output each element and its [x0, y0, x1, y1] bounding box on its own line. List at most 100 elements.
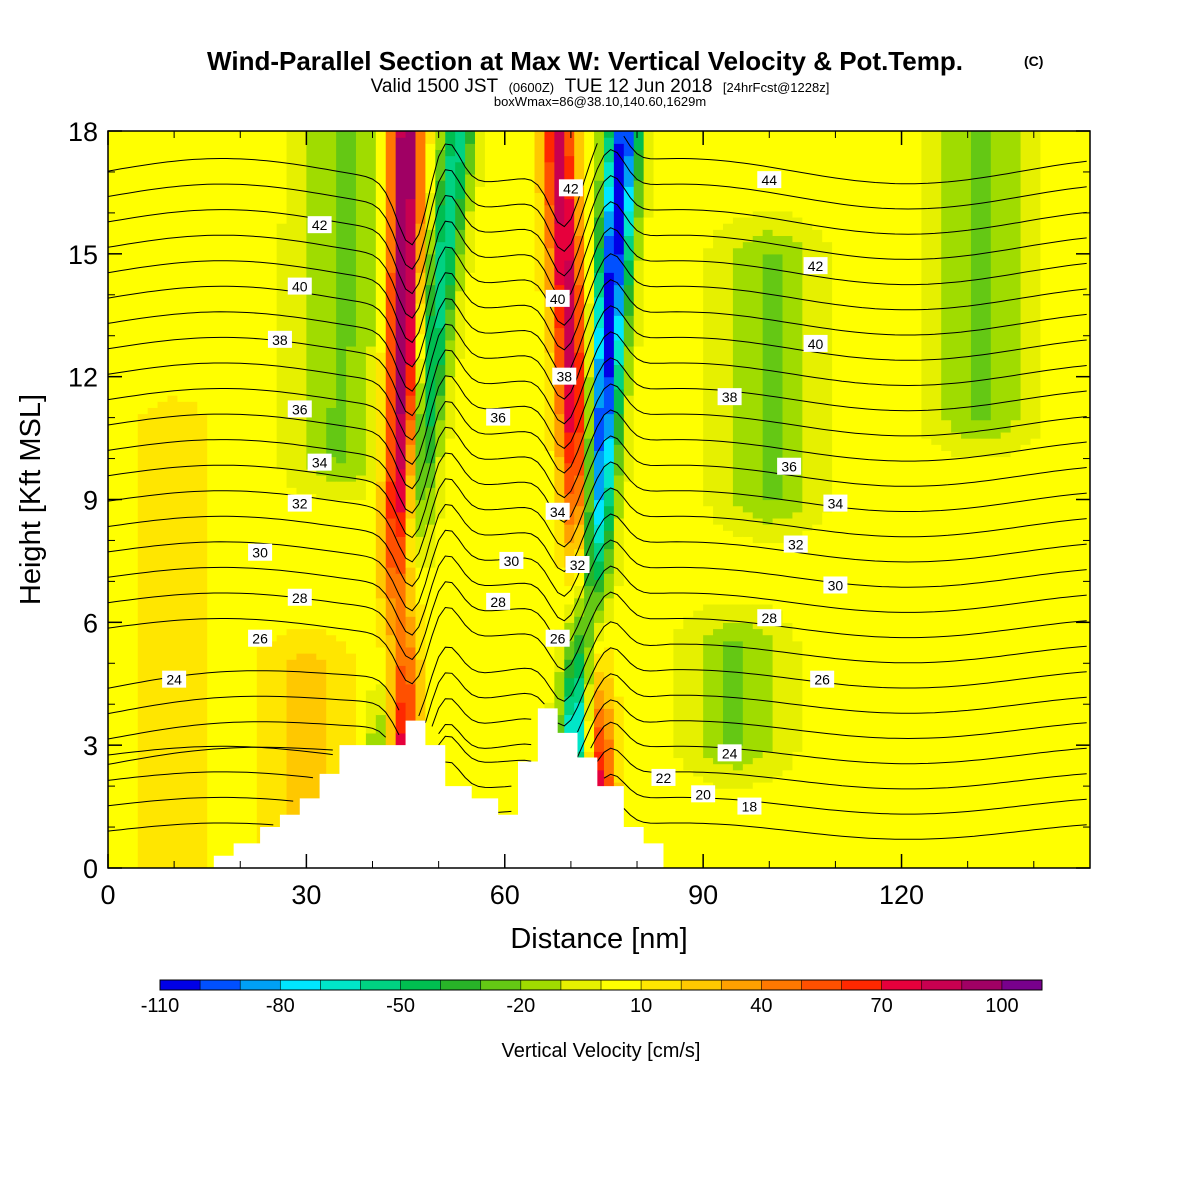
theta-label-text: 34 — [312, 455, 328, 471]
theta-label-box — [267, 330, 292, 348]
velocity-cell — [465, 210, 476, 273]
velocity-cell — [574, 585, 585, 599]
velocity-cell — [455, 198, 466, 230]
velocity-cell — [544, 247, 555, 298]
velocity-cell — [564, 462, 575, 494]
velocity-cell — [1030, 438, 1042, 868]
velocity-cell — [742, 603, 754, 623]
velocity-cell — [395, 573, 407, 666]
velocity-cell — [772, 542, 784, 611]
velocity-cell — [703, 247, 714, 507]
velocity-cell — [584, 683, 595, 722]
velocity-cell — [752, 542, 764, 605]
velocity-cell — [534, 131, 546, 194]
velocity-cell — [405, 444, 417, 476]
colorbar-swatch — [641, 980, 682, 990]
chart-subtitle: Valid 1500 JST (0600Z) TUE 12 Jun 2018 [… — [371, 76, 830, 97]
theta-label-text: 30 — [828, 577, 844, 593]
velocity-cell — [465, 131, 476, 144]
velocity-cell — [613, 339, 625, 365]
velocity-cell — [613, 413, 625, 445]
velocity-cell — [286, 487, 298, 630]
velocity-cell — [564, 131, 575, 157]
velocity-cell — [504, 131, 516, 868]
theta-label-text: 32 — [788, 537, 804, 553]
velocity-cell — [564, 198, 575, 261]
velocity-cell — [346, 481, 357, 501]
velocity-cell — [316, 628, 327, 660]
velocity-cell — [782, 769, 794, 868]
velocity-cell — [623, 155, 635, 187]
velocity-cell — [871, 131, 883, 868]
velocity-cell — [425, 315, 436, 427]
colorbar-tick-label: -50 — [386, 995, 415, 1017]
velocity-cell — [613, 517, 625, 587]
velocity-cell — [574, 474, 585, 507]
velocity-cell — [713, 788, 724, 868]
theta-contour — [108, 461, 1087, 563]
velocity-cell — [276, 468, 288, 636]
theta-label-text: 34 — [550, 504, 566, 520]
velocity-cell — [1070, 131, 1081, 868]
velocity-cell — [782, 235, 794, 519]
velocity-cell — [782, 210, 794, 237]
velocity-cell — [762, 499, 774, 525]
velocity-cell — [822, 511, 833, 868]
velocity-cell — [385, 272, 397, 482]
velocity-cell — [544, 131, 555, 163]
velocity-cell — [742, 131, 754, 218]
velocity-cell — [296, 131, 307, 494]
velocity-cell — [355, 131, 367, 476]
y-tick-label: 9 — [83, 486, 98, 516]
theta-label-box — [545, 502, 570, 520]
velocity-cell — [732, 622, 744, 642]
velocity-cell — [554, 131, 565, 224]
velocity-cell — [435, 456, 446, 519]
velocity-cell — [603, 210, 615, 237]
velocity-cell — [732, 640, 744, 746]
velocity-cell — [395, 536, 407, 574]
velocity-cell — [465, 143, 476, 175]
velocity-cell — [445, 376, 456, 439]
theta-label: 28 — [757, 609, 782, 627]
velocity-cell — [633, 131, 645, 151]
velocity-cell — [623, 315, 635, 347]
velocity-cell — [941, 419, 952, 451]
colorbar-tick-label: -110 — [141, 995, 180, 1017]
theta-label: 26 — [810, 670, 835, 688]
theta-label-box — [287, 400, 312, 418]
velocity-cell — [732, 247, 744, 507]
velocity-cell — [554, 511, 565, 568]
theta-label-text: 32 — [292, 496, 308, 512]
chart-title: Wind-Parallel Section at Max W: Vertical… — [207, 46, 963, 76]
velocity-cell — [594, 751, 605, 771]
velocity-cell — [574, 186, 585, 237]
velocity-cell — [574, 597, 585, 617]
velocity-cell — [594, 622, 605, 642]
velocity-cell — [603, 505, 615, 531]
velocity-cell — [722, 603, 734, 623]
velocity-cell — [127, 131, 139, 868]
velocity-cell — [346, 499, 357, 654]
velocity-cell — [623, 210, 635, 237]
velocity-cell — [713, 763, 724, 789]
velocity-cell — [732, 788, 744, 868]
velocity-cell — [385, 517, 397, 568]
velocity-cell — [435, 149, 446, 181]
velocity-cell — [722, 763, 734, 789]
theta-label-text: 38 — [272, 332, 288, 348]
velocity-cell — [365, 131, 377, 347]
velocity-cell — [306, 628, 317, 654]
velocity-cell — [306, 468, 317, 494]
velocity-cell — [574, 634, 585, 654]
velocity-cell — [633, 345, 645, 868]
theta-label-text: 42 — [312, 217, 328, 233]
velocity-cell — [594, 272, 605, 298]
velocity-cell — [455, 253, 466, 292]
velocity-cell — [822, 241, 833, 513]
velocity-cell — [405, 395, 417, 421]
velocity-cell — [415, 333, 427, 359]
velocity-cell — [574, 677, 585, 703]
velocity-cell — [455, 229, 466, 255]
